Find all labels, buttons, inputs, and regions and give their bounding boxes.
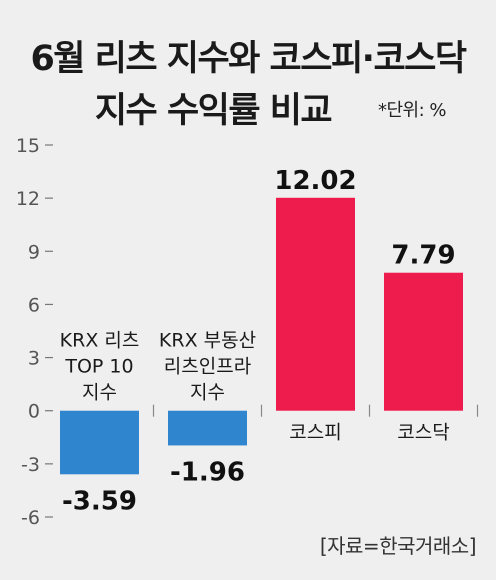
category-label: 리츠인프라 <box>164 356 251 378</box>
category-label: 코스닥 <box>397 422 449 444</box>
chart-title-line1: 6월 리츠 지수와 코스피·코스닥 <box>30 39 467 79</box>
bar <box>276 197 355 411</box>
category-label: 지수 <box>190 382 225 404</box>
data-label: 7.79 <box>391 241 455 271</box>
y-tick-label: -3 <box>21 454 40 476</box>
bar <box>384 272 463 411</box>
category-label: 코스피 <box>289 422 341 444</box>
y-tick-label: 3 <box>28 348 40 370</box>
unit-note: *단위: % <box>378 100 447 121</box>
data-label: -3.59 <box>62 486 137 516</box>
y-tick-label: 6 <box>28 294 40 316</box>
category-label: KRX 부동산 <box>159 330 256 352</box>
data-label: 12.02 <box>274 166 356 196</box>
y-tick-label: 9 <box>28 241 40 263</box>
bar <box>60 410 139 475</box>
category-label: 지수 <box>82 382 117 404</box>
chart-title-line2: 지수 수익률 비교 <box>94 91 333 131</box>
y-tick-label: -6 <box>21 507 40 529</box>
bar <box>168 410 247 446</box>
category-label: KRX 리츠 <box>60 330 140 352</box>
source-note: [자료=한국거래소] <box>319 534 477 558</box>
data-label: -1.96 <box>170 457 245 487</box>
y-tick-label: 0 <box>28 401 40 423</box>
y-tick-label: 15 <box>16 135 40 157</box>
category-label: TOP 10 <box>64 356 133 378</box>
y-tick-label: 12 <box>16 188 40 210</box>
